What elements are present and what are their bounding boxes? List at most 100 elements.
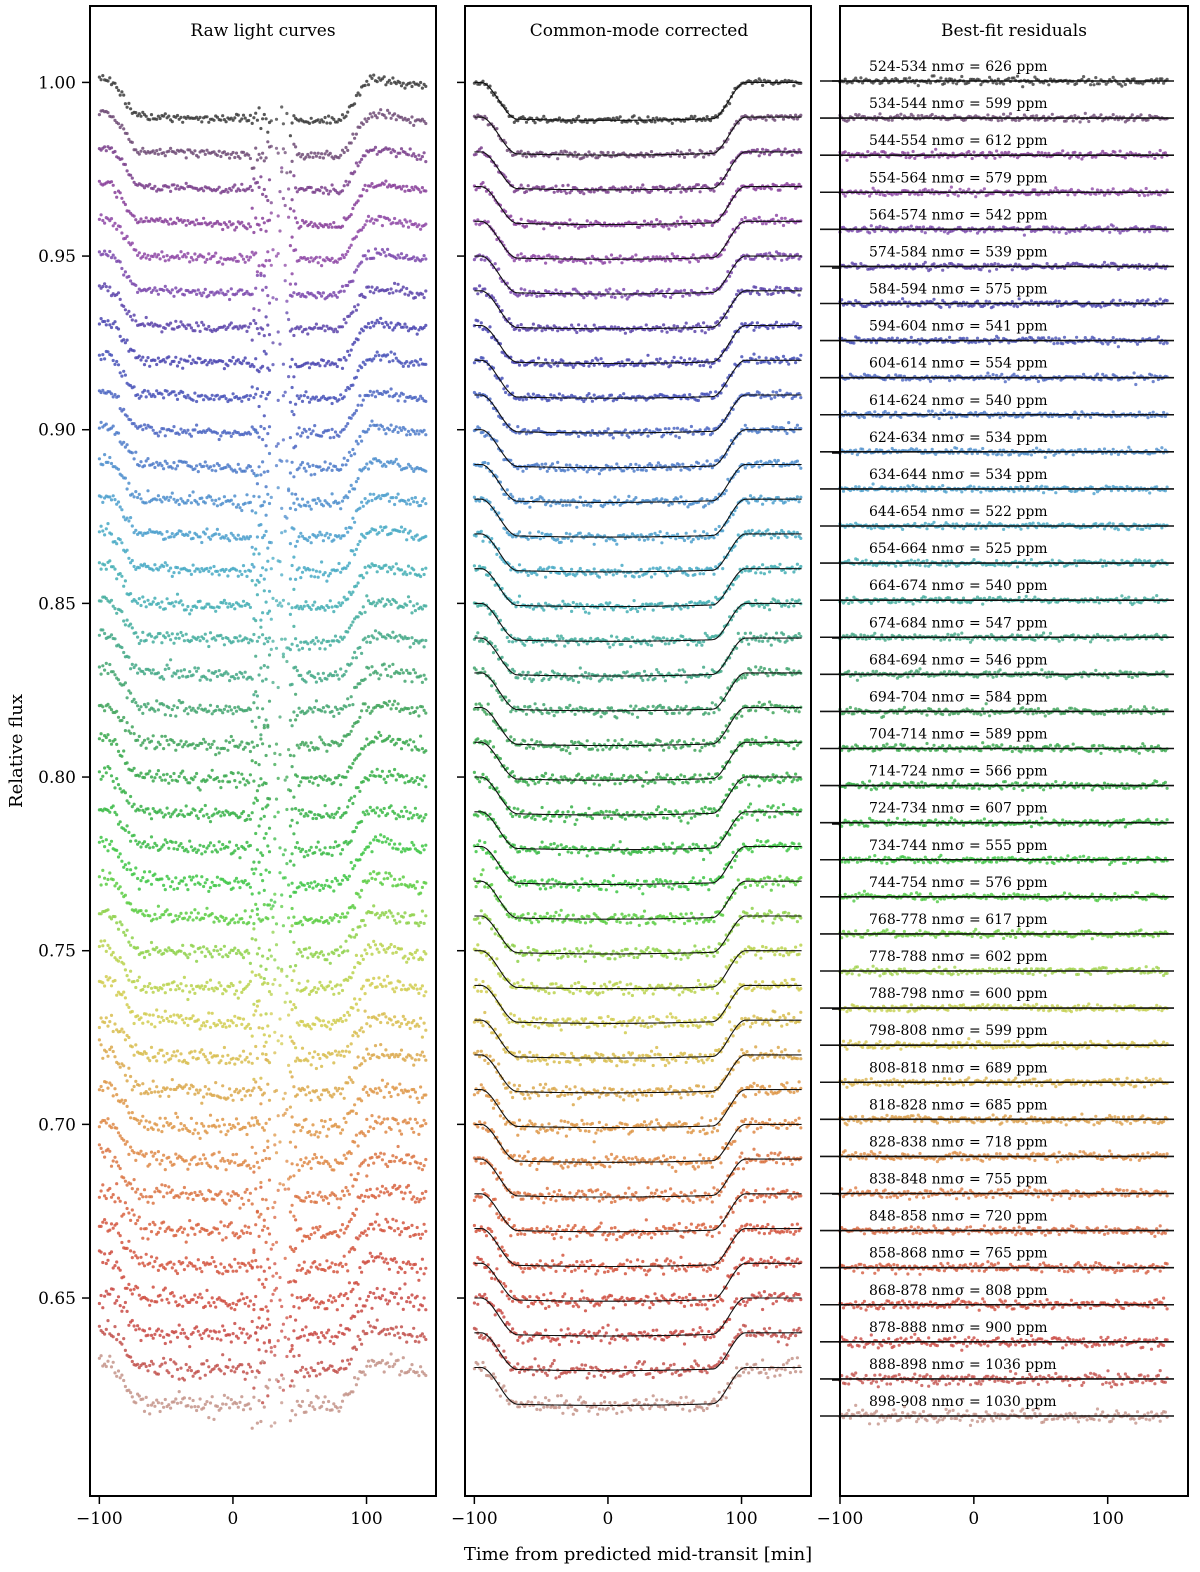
raw-point (123, 933, 127, 937)
raw-point (203, 881, 207, 885)
raw-point (123, 476, 127, 480)
raw-point (394, 950, 398, 955)
raw-point (127, 1005, 131, 1010)
raw-point (327, 192, 331, 196)
raw-point (162, 427, 166, 431)
raw-point (129, 969, 133, 973)
raw-point (234, 225, 239, 229)
raw-point (148, 286, 152, 290)
raw-point (210, 880, 214, 884)
raw-point (127, 861, 131, 865)
raw-point (281, 394, 285, 398)
raw-point (174, 151, 178, 155)
raw-point (217, 573, 221, 577)
raw-point (353, 170, 357, 174)
raw-point (137, 112, 141, 116)
raw-point (290, 327, 294, 331)
raw-point (184, 984, 188, 988)
raw-point (314, 255, 318, 259)
raw-point (264, 397, 268, 401)
raw-series (97, 213, 428, 286)
raw-point (262, 187, 266, 192)
raw-point (142, 186, 147, 190)
raw-point (238, 780, 242, 784)
raw-point (165, 806, 169, 810)
raw-point (210, 850, 214, 854)
raw-point (155, 745, 159, 749)
raw-point (106, 908, 110, 912)
raw-point (142, 870, 147, 874)
raw-point (99, 213, 103, 217)
raw-point (384, 464, 388, 468)
raw-point (198, 115, 202, 119)
raw-point (349, 839, 353, 843)
raw-point (224, 534, 228, 538)
raw-point (373, 877, 378, 881)
raw-point (297, 258, 301, 263)
raw-point (236, 327, 240, 331)
raw-point (186, 604, 190, 609)
raw-point (205, 148, 209, 152)
raw-point (111, 1029, 115, 1034)
raw-point (360, 260, 364, 264)
raw-point (172, 704, 176, 708)
raw-point (127, 978, 131, 982)
raw-point (106, 350, 110, 354)
raw-point (136, 946, 140, 950)
raw-point (335, 295, 339, 299)
raw-point (255, 1004, 259, 1008)
raw-point (266, 559, 270, 563)
raw-point (365, 952, 369, 956)
raw-point (330, 492, 334, 496)
raw-point (132, 979, 136, 984)
raw-point (118, 191, 122, 195)
raw-point (241, 1017, 246, 1021)
raw-point (170, 429, 174, 433)
raw-point (337, 920, 341, 924)
raw-point (248, 156, 252, 161)
raw-point (101, 868, 105, 873)
raw-point (236, 676, 240, 680)
raw-point (353, 650, 357, 655)
raw-point (313, 986, 317, 990)
raw-point (146, 1020, 150, 1024)
raw-point (250, 970, 254, 974)
raw-point (332, 992, 336, 996)
raw-point (261, 327, 265, 331)
raw-point (370, 393, 374, 397)
raw-point (287, 1013, 291, 1017)
raw-point (405, 809, 409, 813)
raw-point (356, 442, 360, 446)
raw-point (339, 945, 343, 949)
raw-point (104, 149, 108, 153)
raw-point (276, 685, 280, 690)
raw-point (217, 919, 221, 923)
raw-point (386, 837, 390, 841)
raw-point (410, 84, 414, 89)
raw-point (141, 630, 145, 635)
raw-point (134, 490, 138, 494)
raw-point (358, 645, 362, 650)
raw-point (127, 101, 131, 105)
raw-point (294, 282, 298, 286)
raw-point (149, 634, 154, 638)
raw-point (125, 548, 129, 552)
raw-point (151, 462, 155, 466)
raw-point (307, 992, 312, 997)
raw-point (148, 668, 152, 672)
raw-point (295, 221, 299, 225)
raw-point (257, 999, 261, 1003)
raw-point (123, 202, 127, 207)
raw-point (420, 638, 424, 642)
raw-point (196, 502, 200, 506)
raw-point (346, 283, 350, 288)
raw-point (214, 884, 218, 888)
raw-point (146, 356, 150, 360)
raw-point (415, 429, 419, 433)
raw-point (264, 636, 268, 641)
raw-point (266, 294, 270, 298)
raw-point (234, 876, 239, 881)
raw-point (177, 676, 181, 680)
raw-point (191, 220, 195, 224)
raw-point (420, 958, 424, 962)
